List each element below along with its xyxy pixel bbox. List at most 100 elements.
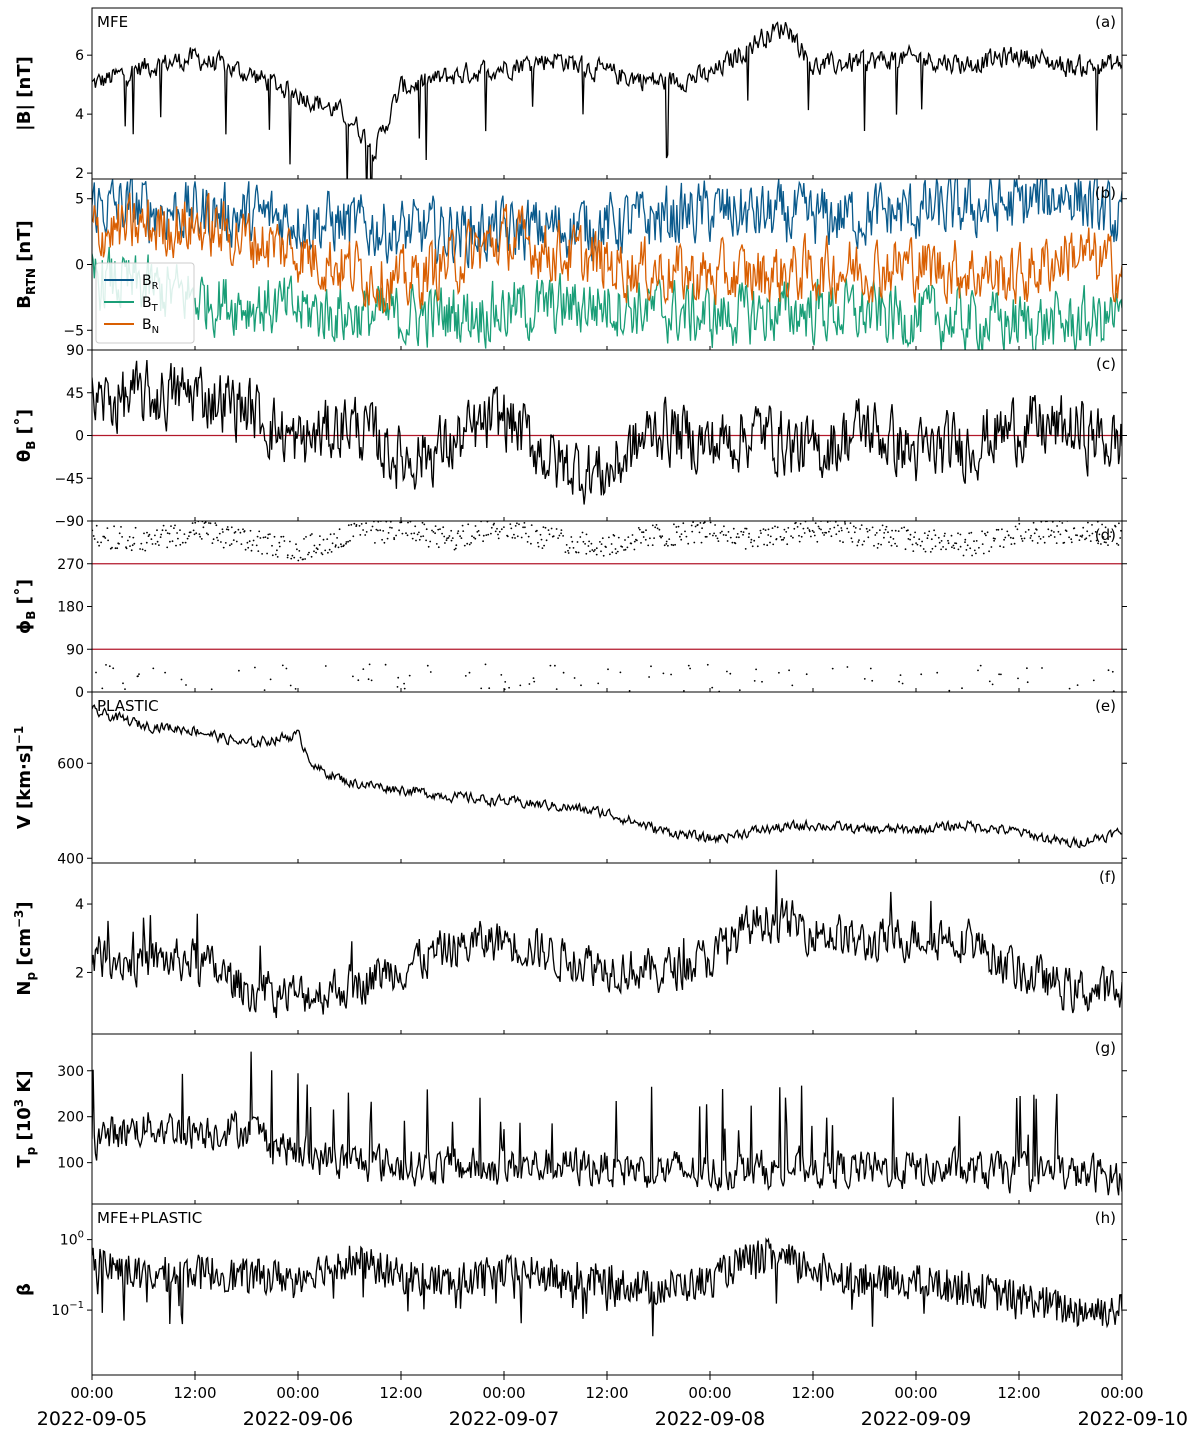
phi-point [837, 524, 839, 527]
phi-point [1007, 534, 1010, 537]
phi-point [103, 535, 106, 538]
phi-point [244, 548, 247, 551]
phi-point [813, 534, 816, 537]
phi-point [1026, 667, 1028, 670]
phi-point [805, 673, 808, 676]
phi-point [938, 541, 941, 544]
phi-point [321, 553, 324, 556]
phi-point [610, 543, 613, 545]
phi-point [858, 539, 860, 541]
phi-point [401, 532, 404, 535]
phi-point [1003, 538, 1005, 541]
phi-point [451, 537, 454, 539]
phi-point [729, 536, 732, 539]
phi-point [1031, 539, 1034, 542]
phi-point [539, 533, 542, 536]
phi-point [600, 550, 602, 553]
phi-point [207, 533, 210, 536]
phi-point [722, 534, 725, 536]
phi-point [302, 558, 304, 561]
phi-point [328, 548, 331, 551]
phi-point [106, 527, 109, 529]
phi-point [844, 523, 846, 525]
phi-point [116, 547, 119, 550]
phi-point [362, 668, 365, 670]
phi-point [522, 526, 524, 529]
phi-point [876, 547, 879, 549]
phi-point [857, 541, 860, 543]
phi-point [756, 545, 759, 548]
ylabel-f: Np [cm−3] [12, 901, 38, 995]
phi-point [200, 538, 203, 540]
phi-point [907, 529, 909, 532]
series-b-2 [92, 192, 1122, 314]
phi-point [214, 522, 217, 524]
xtick-time-label-1: 12:00 [173, 1384, 216, 1402]
phi-point [555, 528, 558, 530]
phi-point [484, 663, 487, 666]
panel-g: 100 200 300 Tp [103 K] (g) [12, 1033, 1127, 1205]
phi-point [854, 527, 857, 529]
phi-point [835, 533, 838, 536]
panel-tag-d: (d) [1095, 526, 1116, 544]
phi-point [677, 525, 680, 528]
phi-point [247, 546, 250, 549]
phi-point [377, 529, 379, 532]
phi-point [129, 545, 131, 547]
phi-point [98, 544, 100, 547]
phi-point [237, 528, 240, 531]
phi-point [884, 528, 887, 531]
phi-point [343, 544, 345, 547]
phi-point [541, 547, 544, 549]
phi-point [850, 537, 853, 540]
phi-point [234, 531, 237, 533]
phi-point [590, 542, 593, 545]
phi-point [450, 529, 453, 532]
phi-point [911, 543, 914, 546]
ytick-label-g-2: 300 [57, 1064, 84, 1080]
phi-point [324, 549, 327, 552]
phi-point [232, 539, 235, 541]
phi-point [944, 532, 946, 535]
phi-point [912, 550, 915, 552]
phi-point [121, 536, 123, 538]
phi-point [175, 544, 177, 547]
phi-point [462, 530, 465, 532]
phi-point [303, 538, 305, 540]
phi-point [400, 521, 403, 524]
phi-point [769, 541, 771, 544]
phi-point [544, 526, 547, 529]
panel-frame-a [91, 7, 1123, 180]
phi-point [614, 548, 617, 550]
ytick-label-b-0: −5 [63, 323, 84, 339]
phi-point [148, 533, 151, 536]
phi-point [104, 537, 107, 539]
phi-point [779, 535, 782, 538]
phi-point [516, 522, 518, 525]
phi-point [137, 675, 139, 677]
phi-point [648, 676, 650, 678]
phi-point [528, 683, 531, 685]
phi-point [456, 532, 459, 535]
phi-point [859, 528, 861, 530]
phi-point [792, 536, 794, 539]
phi-point [780, 539, 783, 541]
phi-point [212, 538, 215, 541]
phi-point [747, 536, 750, 538]
phi-point [663, 544, 666, 547]
phi-point [1117, 544, 1120, 546]
phi-point [503, 526, 505, 528]
phi-point [281, 664, 284, 667]
phi-point [680, 538, 683, 541]
phi-point [347, 524, 350, 527]
phi-point [988, 680, 991, 683]
phi-point [582, 540, 585, 543]
phi-point [426, 664, 429, 667]
phi-point [432, 531, 435, 533]
phi-point [849, 522, 852, 524]
phi-point [195, 532, 198, 535]
phi-point [445, 539, 448, 542]
xtick-time-label-6: 00:00 [688, 1384, 731, 1402]
series-b-0 [92, 179, 1122, 269]
phi-point [520, 536, 523, 539]
